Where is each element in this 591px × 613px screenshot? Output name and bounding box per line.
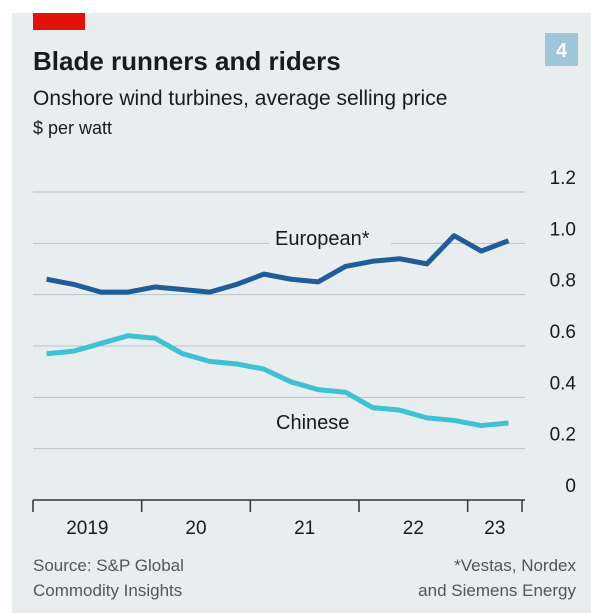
- y-tick-label: 0.2: [550, 425, 576, 446]
- series-label: Chinese: [276, 412, 349, 434]
- background: [12, 13, 591, 613]
- source: Commodity Insights: [33, 581, 182, 600]
- x-tick-label: 23: [484, 518, 505, 539]
- x-tick-label: 20: [185, 518, 206, 539]
- badge: 4: [556, 40, 568, 62]
- chart-title: Blade runners and riders: [33, 46, 341, 76]
- series-label: European*: [275, 228, 370, 250]
- label-bg: [269, 223, 391, 251]
- y-tick-label: 0.6: [550, 322, 576, 343]
- red-tag: [33, 13, 85, 30]
- line: [46, 333, 509, 429]
- footnote: *Vestas, Nordex: [454, 556, 576, 575]
- y-tick-label: 0.4: [550, 373, 577, 394]
- y-tick-label: 0.8: [550, 271, 576, 292]
- unit-label: $ per watt: [33, 118, 112, 138]
- badge-box: [545, 33, 578, 66]
- subtitle: Onshore wind turbines, average selling p…: [33, 87, 447, 110]
- y-tick-label: 1.2: [550, 168, 576, 189]
- source: Source: S&P Global: [33, 556, 184, 575]
- x-tick-label: 22: [403, 518, 424, 539]
- x-tick-label: 21: [294, 518, 315, 539]
- footnote: and Siemens Energy: [418, 581, 576, 600]
- y-tick-label: 0: [565, 476, 576, 497]
- x-tick-label: 2019: [66, 518, 108, 539]
- line: [46, 233, 510, 295]
- y-tick-label: 1.0: [550, 219, 576, 240]
